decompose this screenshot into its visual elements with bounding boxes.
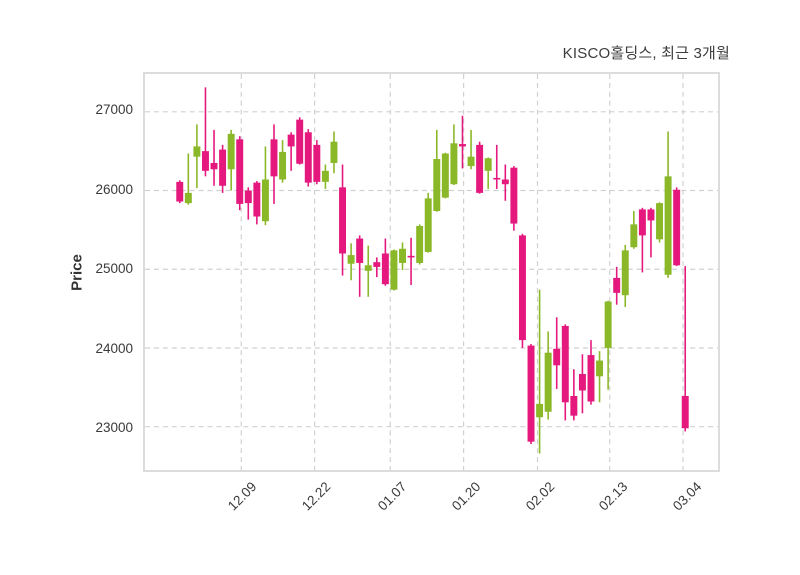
candle-body-down	[613, 277, 621, 293]
candle-body-down	[510, 167, 518, 224]
candle-wick-down	[213, 129, 215, 186]
candle-body-down	[493, 177, 501, 180]
candle-body-down	[244, 190, 252, 204]
candle-body-up	[193, 146, 201, 157]
candle-body-down	[587, 355, 595, 402]
candle-body-up	[656, 203, 664, 240]
candle-body-up	[536, 403, 544, 418]
candle-body-up	[544, 352, 552, 412]
candle-body-up	[184, 192, 192, 204]
candle-body-up	[330, 141, 338, 163]
candle-wick-up	[187, 153, 190, 205]
candle-body-up	[630, 224, 638, 248]
candle-body-down	[501, 179, 509, 185]
candle-body-up	[279, 151, 287, 180]
x-tick-label: 12.09	[225, 479, 260, 514]
candle-body-down	[570, 395, 578, 416]
x-tick-label: 01.20	[448, 479, 484, 514]
y-tick-label: 24000	[95, 340, 133, 356]
candle-body-down	[313, 144, 321, 182]
candle-body-down	[210, 162, 218, 170]
candle-wick-down	[358, 235, 361, 297]
candle-body-down	[253, 182, 261, 217]
candle-body-down	[561, 325, 569, 403]
y-tick-label: 23000	[95, 420, 133, 436]
candle-body-up	[399, 248, 406, 263]
candle-wick-down	[461, 115, 464, 169]
candle-body-down	[407, 255, 415, 258]
candle-body-down	[459, 144, 466, 147]
candle-wick-up	[367, 245, 370, 297]
candle-wick-down	[376, 257, 378, 278]
candle-body-down	[356, 238, 364, 263]
candle-wick-down	[573, 369, 575, 421]
candle-wick-up	[470, 129, 472, 170]
candlestick-svg	[145, 74, 718, 470]
candle-body-up	[664, 176, 672, 275]
candle-body-down	[518, 235, 526, 341]
candle-body-down	[681, 395, 689, 429]
candle-wick-down	[247, 187, 250, 220]
candle-wick-down	[495, 144, 498, 189]
candle-wick-down	[290, 132, 292, 171]
y-tick-label: 25000	[95, 261, 133, 277]
candle-body-up	[433, 159, 441, 211]
candle-wick-up	[538, 289, 541, 454]
candle-body-down	[578, 373, 586, 391]
candle-body-down	[638, 209, 646, 236]
candle-wick-down	[684, 266, 687, 432]
candle-body-up	[424, 198, 432, 252]
candle-wick-up	[598, 351, 601, 403]
candle-wick-down	[410, 237, 412, 285]
x-tick-label: 01.07	[375, 479, 410, 514]
candle-body-up	[416, 225, 424, 263]
candle-body-down	[381, 253, 389, 285]
candle-wick-down	[641, 207, 644, 273]
candle-wick-down	[204, 87, 207, 177]
candle-body-down	[270, 139, 278, 177]
candle-body-up	[450, 143, 458, 185]
x-tick-label: 02.13	[596, 479, 631, 514]
candle-body-down	[236, 139, 244, 204]
candle-body-up	[390, 250, 398, 290]
candle-body-down	[287, 134, 295, 147]
candle-body-up	[621, 250, 629, 296]
candle-body-up	[364, 265, 372, 271]
candle-body-up	[484, 158, 492, 171]
x-tick-label: 03.04	[669, 479, 705, 514]
candle-body-down	[296, 119, 304, 164]
candle-body-down	[673, 189, 681, 266]
candle-body-up	[261, 179, 269, 222]
candle-body-down	[476, 144, 484, 193]
candle-body-up	[604, 301, 612, 348]
candle-body-up	[441, 153, 449, 198]
y-tick-label: 27000	[95, 102, 133, 118]
candle-body-down	[373, 262, 381, 267]
candle-body-down	[201, 151, 209, 171]
candle-body-down	[553, 348, 561, 366]
candle-wick-down	[650, 207, 652, 258]
candle-body-down	[219, 149, 227, 186]
candle-body-up	[227, 133, 235, 170]
candle-body-up	[347, 255, 355, 264]
chart-title: KISCO홀딩스, 최근 3개월	[562, 45, 730, 62]
candle-body-up	[321, 170, 329, 182]
plot-area	[143, 72, 720, 472]
y-tick-label: 26000	[95, 181, 133, 197]
x-tick-label: 02.02	[523, 479, 558, 514]
candle-wick-up	[487, 157, 489, 189]
candle-body-down	[304, 132, 312, 183]
candle-body-up	[467, 156, 475, 167]
candle-body-up	[596, 360, 604, 377]
candle-body-down	[527, 345, 535, 442]
candle-body-down	[647, 209, 655, 221]
candle-body-down	[176, 181, 184, 202]
x-tick-label: 12.22	[298, 479, 334, 514]
candle-body-down	[339, 187, 347, 254]
